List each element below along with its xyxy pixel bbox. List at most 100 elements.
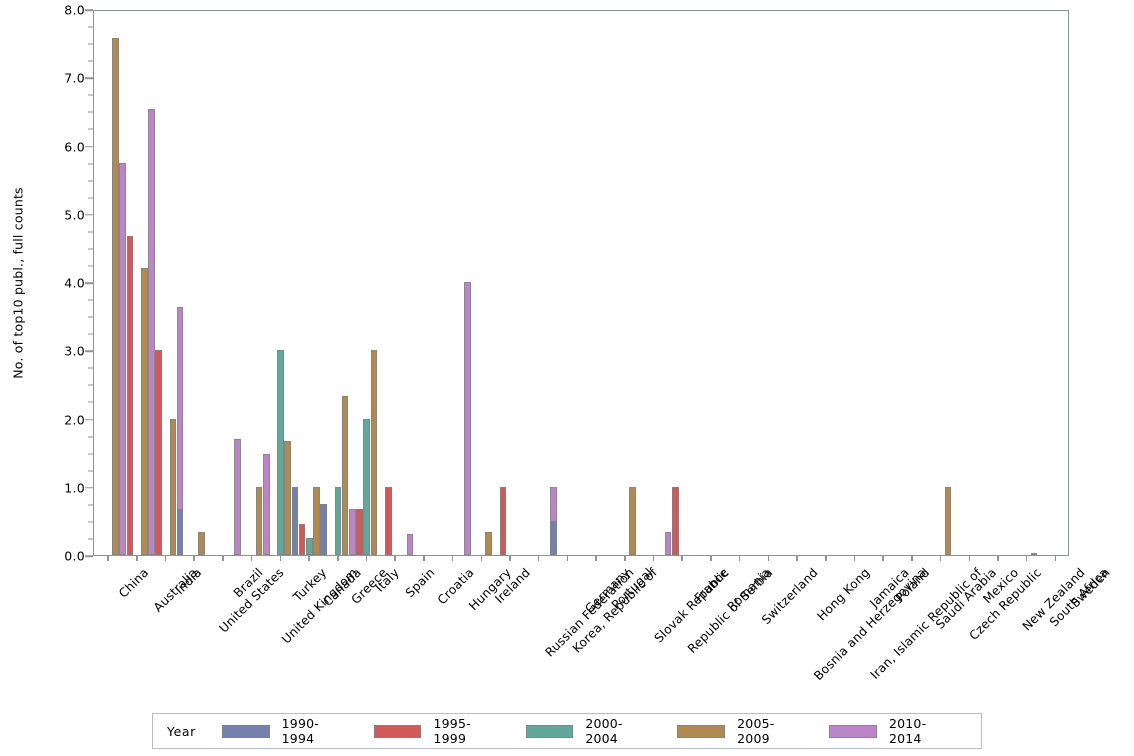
x-tick-mark (997, 556, 999, 561)
bar (262, 454, 270, 555)
y-tick-mark (85, 77, 93, 79)
x-tick-label: China (116, 565, 152, 601)
bar (485, 532, 493, 555)
bar (255, 486, 263, 555)
bar (234, 438, 241, 555)
legend-swatch (525, 724, 574, 738)
legend-label: 2010-2014 (888, 716, 927, 746)
bar (549, 520, 557, 555)
x-tick-mark (911, 556, 913, 561)
y-tick-minor-mark (88, 180, 93, 182)
bar (349, 509, 356, 555)
legend-swatch (677, 724, 726, 738)
x-tick-mark (394, 556, 396, 561)
y-tick-minor-mark (88, 231, 93, 233)
bar (341, 395, 349, 555)
y-tick-label: 5.0 (64, 207, 85, 223)
y-tick-minor-mark (88, 384, 93, 386)
y-axis: No. of top10 publ., full counts 0.0 1.0 2.… (0, 0, 93, 566)
bar (155, 350, 162, 555)
y-tick-mark (85, 418, 93, 421)
x-tick-mark (308, 556, 310, 561)
bar (176, 509, 184, 555)
y-tick-minor-mark (88, 26, 93, 28)
legend-label: 2005-2009 (737, 716, 775, 746)
y-tick-minor-mark (88, 538, 93, 540)
x-tick-mark (107, 556, 109, 561)
y-tick-label: 8.0 (64, 2, 85, 18)
plot-area (93, 10, 1069, 556)
legend-swatch (373, 724, 422, 738)
y-tick-minor-mark (88, 504, 93, 506)
y-tick-mark (85, 555, 93, 557)
x-tick-mark (595, 556, 597, 561)
y-tick-label: 7.0 (64, 70, 85, 86)
bar (628, 486, 636, 555)
bar (384, 486, 392, 555)
bar (370, 350, 378, 555)
y-tick-minor-mark (88, 299, 93, 301)
legend-entry[interactable]: 1990-1994 (221, 716, 346, 746)
y-tick-minor-mark (88, 333, 93, 335)
x-tick-mark (193, 556, 195, 561)
legend-swatch (221, 724, 270, 738)
x-tick-mark (136, 556, 138, 561)
x-tick-mark (164, 556, 167, 561)
x-tick-label: Hong Kong (814, 565, 873, 624)
x-tick-mark (939, 556, 942, 561)
x-tick-mark (566, 556, 569, 561)
legend-title: Year (167, 723, 196, 739)
legend-entry[interactable]: 2005-2009 (677, 716, 801, 746)
x-tick-mark (968, 556, 971, 561)
y-tick-minor-mark (88, 248, 93, 250)
bar (320, 503, 327, 555)
x-tick-label: Romania (724, 565, 774, 614)
bar (671, 486, 679, 555)
bar (356, 509, 363, 555)
y-tick-minor-mark (88, 316, 93, 318)
bar (284, 441, 292, 555)
bar (277, 350, 284, 555)
x-tick-mark (423, 556, 425, 561)
bar (406, 533, 414, 555)
bar (664, 532, 672, 555)
y-tick-minor-mark (88, 367, 93, 369)
x-axis: China Australia India United States Brazil Un… (93, 556, 1113, 706)
legend-entry[interactable]: 2010-2014 (829, 716, 953, 746)
x-tick-mark (365, 556, 368, 561)
x-tick-mark (624, 556, 626, 561)
bar (944, 486, 952, 555)
x-tick-mark (796, 556, 798, 561)
x-tick-mark (1025, 556, 1028, 561)
y-tick-minor-mark (88, 94, 93, 96)
y-tick-label: 0.0 (64, 548, 85, 564)
x-tick-label: Spain (403, 565, 438, 601)
legend-entry[interactable]: 1995-1999 (373, 716, 498, 746)
x-tick-mark (480, 556, 483, 561)
x-tick-mark (451, 556, 454, 561)
x-tick-mark (738, 556, 741, 561)
legend: Year 1990-1994 1995-1999 2000-2004 2005-200… (152, 713, 982, 749)
x-tick-mark (279, 556, 282, 561)
y-tick-mark (85, 487, 93, 489)
y-tick-minor-mark (88, 197, 93, 199)
y-tick-minor-mark (88, 521, 93, 523)
bar (499, 486, 507, 555)
bar (313, 486, 320, 555)
y-tick-mark (85, 9, 93, 11)
y-tick-minor-mark (88, 265, 93, 267)
bar (148, 109, 155, 555)
x-tick-mark (652, 556, 655, 561)
bar (140, 268, 148, 555)
bar (198, 532, 205, 555)
y-tick-label: 3.0 (64, 343, 85, 359)
legend-entry[interactable]: 2000-2004 (525, 716, 650, 746)
y-tick-label: 6.0 (64, 139, 85, 154)
x-tick-mark (767, 556, 770, 561)
y-tick-mark (85, 350, 93, 352)
x-tick-mark (337, 556, 339, 561)
x-tick-label: France (692, 565, 732, 605)
bar (305, 537, 313, 555)
x-tick-mark (1054, 556, 1057, 561)
